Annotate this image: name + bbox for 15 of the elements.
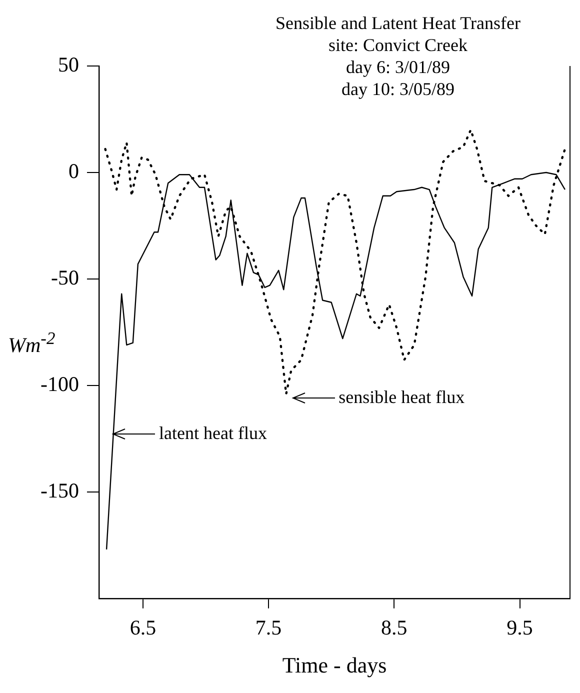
y-tick-label: -50 (51, 265, 79, 290)
x-tick-label: 6.5 (130, 616, 156, 640)
x-tick-label: 9.5 (506, 616, 533, 640)
chart-title: Sensible and Latent Heat Transfer (274, 12, 522, 34)
x-tick-label: 8.5 (381, 616, 408, 640)
y-tick-label: 0 (68, 158, 79, 183)
y-tick-label: -150 (40, 478, 79, 502)
y-tick-label: -100 (40, 372, 79, 396)
y-axis-title: Wm$^{-2}$ (8, 328, 56, 358)
x-tick-label: 7.5 (255, 616, 282, 640)
x-axis-title: Time - days (282, 652, 387, 678)
annotation: sensible heat flux (338, 386, 465, 407)
annotation: latent heat flux (159, 423, 268, 444)
y-tick-label: 50 (58, 52, 79, 77)
chart-subtitle: site: Convict Creek day 6: 3/01/89 day 10: 3/05/89 (328, 34, 468, 100)
